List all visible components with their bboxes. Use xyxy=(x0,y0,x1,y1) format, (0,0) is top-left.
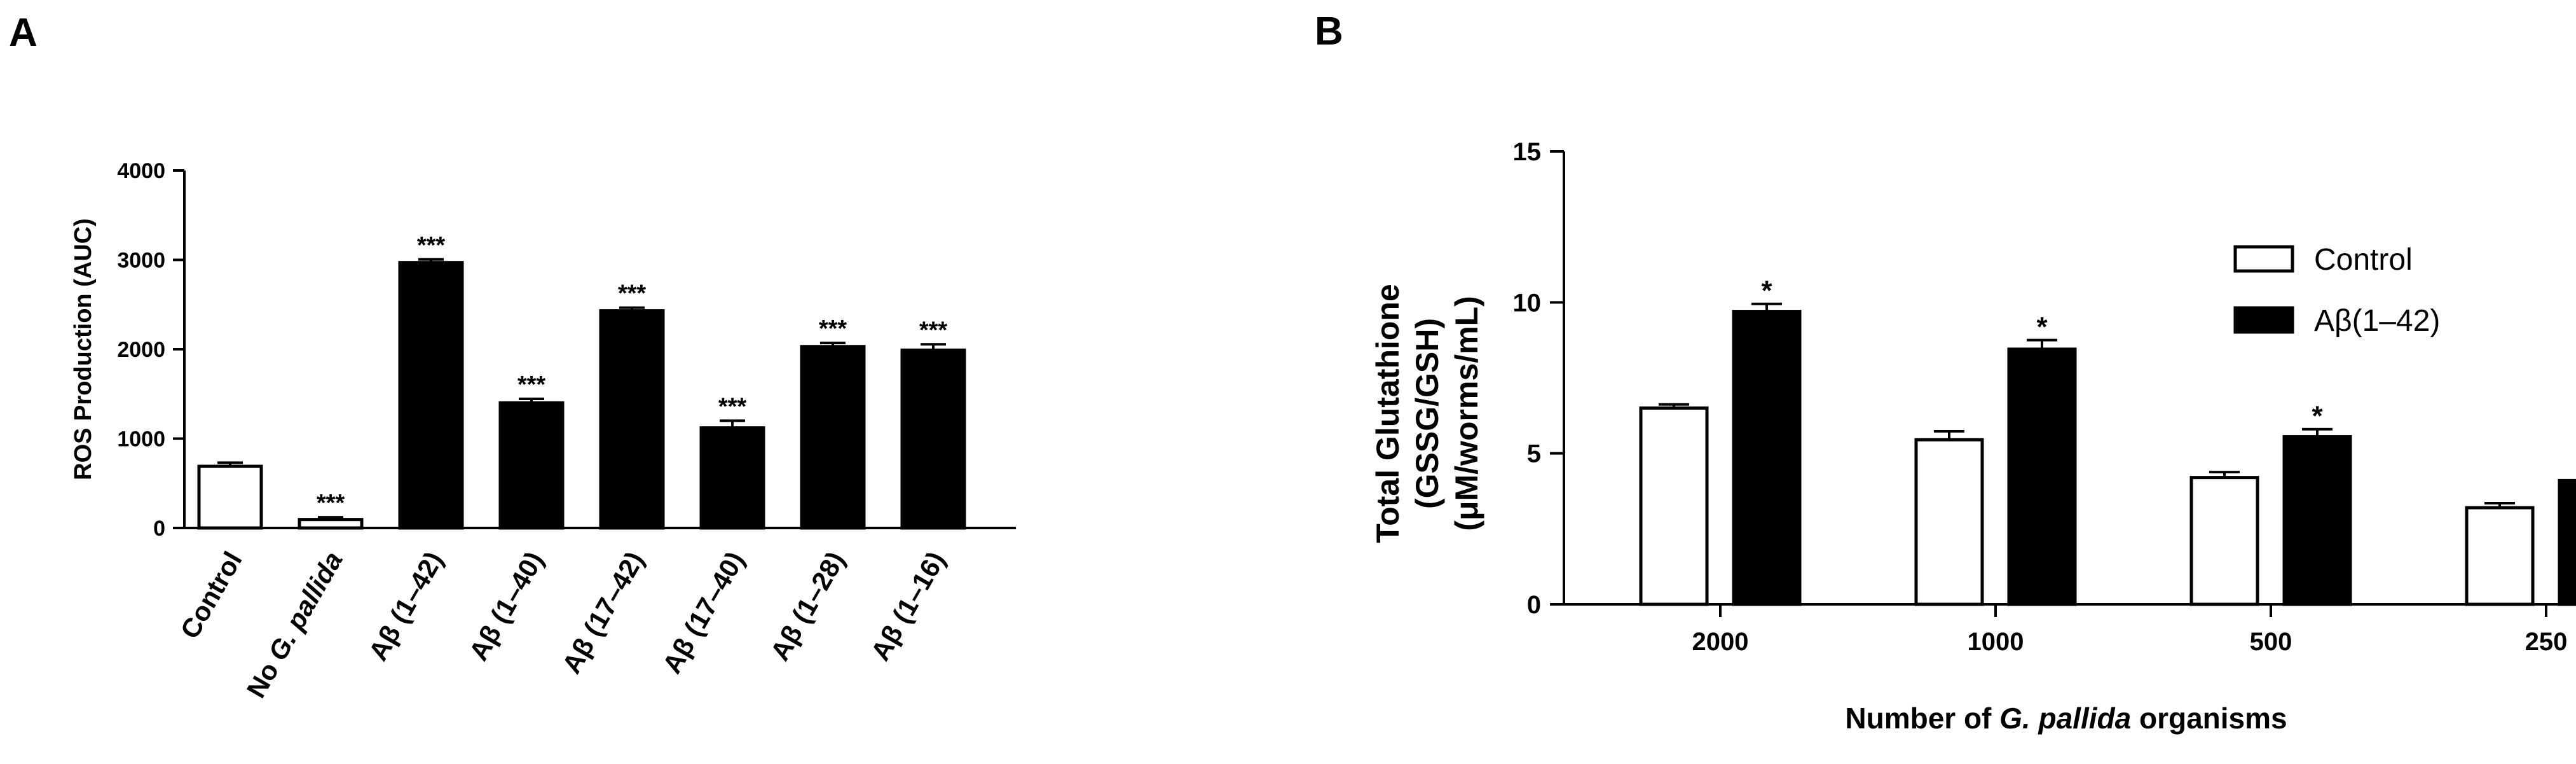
panel-a-tick-label: 4000 xyxy=(117,159,165,183)
panel-a-category-label: Aβ (17–42) xyxy=(556,546,650,678)
panel-b-category-label: 1000 xyxy=(1968,628,2024,656)
legend-swatch-abeta xyxy=(2233,306,2294,334)
panel-a-category-label: Aβ (1–28) xyxy=(765,546,851,665)
panel-a-category-label: Aβ (1–16) xyxy=(865,546,951,665)
panel-a-significance-marker: *** xyxy=(718,393,747,420)
panel-b-tick-label: 0 xyxy=(1527,591,1541,619)
panel-b-bar xyxy=(2189,476,2259,606)
panel-a-letter: A xyxy=(9,11,38,55)
panel-a-significance: *** *** *** *** *** *** *** xyxy=(317,232,948,517)
panel-b-bar xyxy=(1732,310,1802,606)
panel-a-significance-marker: *** xyxy=(618,281,647,307)
panel-b-y-axis-label-line-3: (μM/worms/mL) xyxy=(1449,296,1484,531)
panel-a-tick-label: 1000 xyxy=(117,427,165,452)
panel-b-tick-label: 15 xyxy=(1513,138,1542,166)
panel-b-significance: **** xyxy=(1761,275,2323,432)
panel-b-category-label: 2000 xyxy=(1692,628,1749,656)
panel-b-category-label: 250 xyxy=(2525,628,2568,656)
legend-swatch-control xyxy=(2233,245,2294,273)
panel-b-bar xyxy=(2007,347,2077,606)
panel-a-category-label: Aβ (17–40) xyxy=(657,546,750,678)
panel-b-bar xyxy=(2465,506,2535,606)
panel-b-y-ticks: 0 5 10 15 xyxy=(1513,138,1564,619)
panel-a-bar xyxy=(197,464,263,530)
panel-a-significance-marker: *** xyxy=(819,316,847,342)
panel-b-legend: Control Aβ(1–42) xyxy=(2233,243,2440,338)
panel-a-chart: A ROS Production (AUC) 0 1000 2000 3000 4000… xyxy=(9,11,1016,703)
panel-a-significance-marker: *** xyxy=(517,372,546,398)
panel-a-bar xyxy=(398,261,464,530)
panel-a-significance-marker: *** xyxy=(417,232,446,259)
panel-a-bar xyxy=(800,345,866,530)
panel-b-letter: B xyxy=(1315,10,1343,53)
panel-b-category-label: 500 xyxy=(2250,628,2292,656)
panel-b-tick-label: 5 xyxy=(1527,440,1541,468)
panel-a-bars xyxy=(197,261,966,530)
panel-b-bar xyxy=(1914,438,1984,606)
panel-a-category-label: No G. pallida xyxy=(241,546,348,703)
panel-b-error-bars xyxy=(1659,302,2515,508)
panel-b-bar xyxy=(1639,406,1709,606)
panel-a-category-label: Control xyxy=(174,546,247,644)
panel-b-y-axis-label-line-2: (GSSG/GSH) xyxy=(1409,318,1445,509)
panel-b-tick-label: 10 xyxy=(1513,289,1542,317)
panel-b-bar xyxy=(2282,435,2352,606)
panel-a-bar xyxy=(900,348,966,530)
panel-a-tick-label: 3000 xyxy=(117,249,165,273)
panel-b-x-axis-label: Number of G. pallida organisms xyxy=(1845,702,2287,735)
panel-a-bar xyxy=(699,426,765,530)
legend-label-control: Control xyxy=(2314,243,2413,277)
panel-b-chart: B Total Glutathione (GSSG/GSH) (μM/worms… xyxy=(1315,10,2576,735)
panel-b-category-labels: 2000 1000 500 250 xyxy=(1692,604,2568,656)
panel-a-tick-label: 0 xyxy=(153,517,165,541)
panel-b-y-axis-label-line-1: Total Glutathione xyxy=(1370,284,1406,543)
panel-a-bar xyxy=(298,518,364,530)
panel-a-tick-label: 2000 xyxy=(117,338,165,362)
panel-a-y-ticks: 0 1000 2000 3000 4000 xyxy=(117,159,184,541)
panel-a-category-label: Aβ (1–42) xyxy=(363,546,449,665)
panel-a-significance-marker: *** xyxy=(317,490,345,517)
panel-b-significance-marker: * xyxy=(2036,312,2048,343)
panel-a-category-label: Aβ (1–40) xyxy=(463,546,549,665)
panel-a-bar xyxy=(498,401,565,530)
panel-a-y-axis-label: ROS Production (AUC) xyxy=(70,218,97,480)
legend-label-abeta: Aβ(1–42) xyxy=(2314,304,2440,338)
panel-b-bar xyxy=(2558,478,2576,606)
panel-b-significance-marker: * xyxy=(1761,275,1772,307)
panel-b-bars xyxy=(1639,310,2576,606)
panel-a-bar xyxy=(599,309,665,530)
panel-b-significance-marker: * xyxy=(2312,401,2323,432)
panel-a-significance-marker: *** xyxy=(919,317,948,344)
